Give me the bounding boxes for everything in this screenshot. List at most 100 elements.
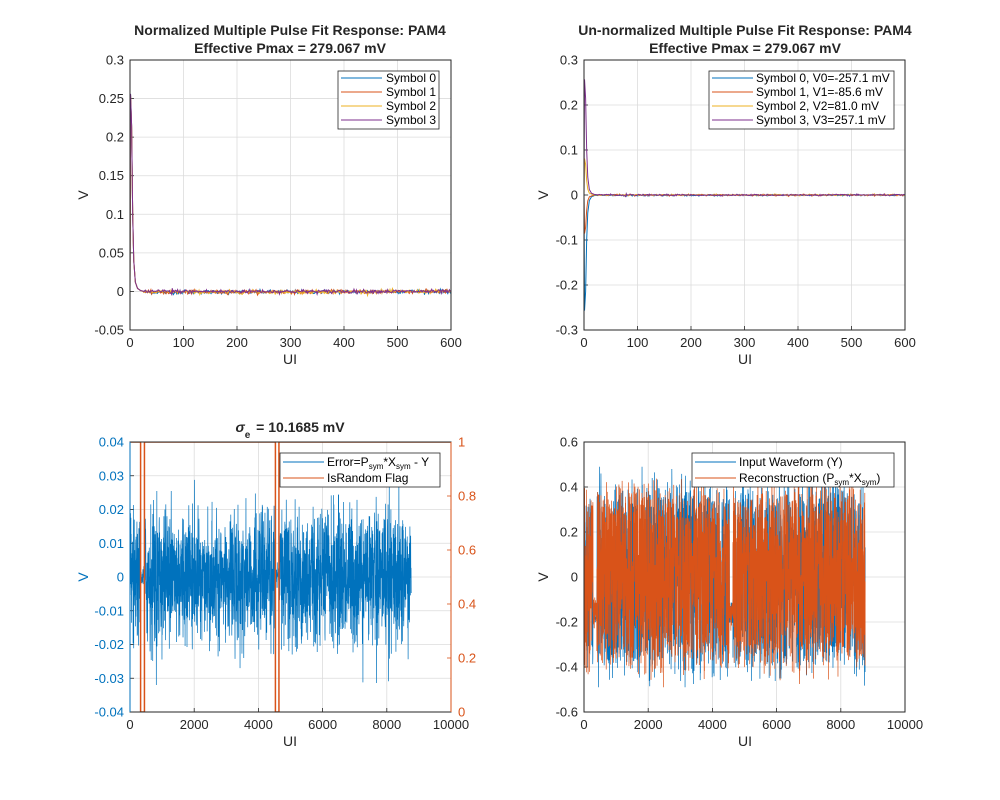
series-clip: [584, 466, 866, 688]
x-tick-label: 2000: [634, 717, 663, 732]
chart-unnormalized-pulse: 0 100 200 300 400 500 600 -0.3 -0.2 -0.1 0 0.1 0.2 0…: [535, 22, 916, 367]
title-value: = 10.1685 mV: [252, 419, 345, 435]
series-line-israndom-flag: [130, 442, 451, 712]
y2-tick-label: 0.4: [458, 597, 476, 612]
y-tick-label: 0.04: [99, 435, 124, 450]
y-tick-label: 0.3: [106, 53, 124, 68]
legend: Input Waveform (Y) Reconstruction (Psym*…: [691, 452, 895, 488]
y-tick-label: 0.1: [560, 143, 578, 158]
y-tick-label: 0: [571, 570, 578, 585]
axes-box: [129, 59, 452, 331]
y2-tick-label: 1: [458, 435, 465, 450]
x-axis-label: UI: [283, 733, 297, 749]
x-tick-label: 300: [280, 335, 302, 350]
legend-label-symbol-1: Symbol 1, V1=-85.6 mV: [756, 85, 883, 99]
y-tick-label: 0.03: [99, 468, 124, 483]
y-tick-label: -0.6: [556, 705, 578, 720]
y-tick-label: -0.02: [94, 637, 124, 652]
legend-label-symbol-3: Symbol 3, V3=257.1 mV: [756, 113, 886, 127]
y-tick-labels: -0.04 -0.03 -0.02 -0.01 0 0.01 0.02 0.03 0.04: [94, 435, 124, 720]
legend: Symbol 0 Symbol 1 Symbol 2 Symbol 3: [337, 70, 440, 130]
x-tick-label: 200: [226, 335, 248, 350]
legend-label-symbol-0: Symbol 0, V0=-257.1 mV: [756, 71, 890, 85]
title-subscript: e: [245, 430, 251, 441]
y-tick-label: 0.2: [106, 130, 124, 145]
y-tick-label: 0.1: [106, 207, 124, 222]
chart-normalized-pulse: 0 100 200 300 400 500 600 -0.0500.050.10.150.2…: [75, 22, 462, 367]
series-line-reconstruction-psym-xsym: [584, 466, 866, 688]
x-axis-label: UI: [738, 733, 752, 749]
legend: Error=Psym*Xsym - Y IsRandom Flag: [279, 452, 441, 488]
y-tick-label: -0.01: [94, 603, 124, 618]
y-tick-label: 0: [571, 188, 578, 203]
legend-label-reconstruction: Reconstruction (Psym*Xsym): [739, 471, 880, 487]
x-tick-label: 4000: [244, 717, 273, 732]
x-axis-label: UI: [738, 351, 752, 367]
y-tick-labels: -0.3 -0.2 -0.1 0 0.1 0.2 0.3: [556, 53, 578, 338]
series-clip: [584, 79, 905, 311]
legend-label-input: Input Waveform (Y): [739, 455, 843, 469]
series-line-symbol-3: [130, 93, 451, 297]
y-tick-label: -0.05: [94, 323, 124, 338]
y2-tick-label: 0.2: [458, 651, 476, 666]
chart-title-line-1: Un-normalized Multiple Pulse Fit Respons…: [578, 22, 912, 38]
x-tick-label: 200: [680, 335, 702, 350]
x-tick-label: 0: [580, 335, 587, 350]
series-clip: [130, 442, 451, 712]
series-line-symbol-3-v3-257-1-mv: [584, 79, 905, 198]
x-tick-label: 8000: [372, 717, 401, 732]
x-tick-label: 10000: [433, 717, 469, 732]
axes-box: [583, 441, 906, 713]
y2-tick-label: 0: [458, 705, 465, 720]
y2-tick-label: 0.6: [458, 543, 476, 558]
y-tick-label: 0.4: [560, 480, 578, 495]
y-axis-label: V: [535, 190, 551, 200]
x-tick-labels: 0 100 200 300 400 500 600: [580, 335, 915, 350]
y-axis-label: V: [75, 190, 91, 200]
x-tick-label: 100: [173, 335, 195, 350]
x-tick-label: 500: [841, 335, 863, 350]
chart-title-line-1: Normalized Multiple Pulse Fit Response: …: [134, 22, 446, 38]
series-group: [130, 93, 451, 298]
chart-title-line-2: Effective Pmax = 279.067 mV: [649, 40, 842, 56]
y-tick-label: -0.2: [556, 615, 578, 630]
legend-box: [279, 452, 441, 488]
y-tick-label: 0.02: [99, 502, 124, 517]
legend-box: [708, 70, 895, 130]
y-tick-label: 0.15: [99, 168, 124, 183]
x-tick-labels: 0 2000 4000 6000 8000 10000: [580, 717, 923, 732]
y-tick-label: -0.4: [556, 660, 578, 675]
series-group: [584, 79, 905, 311]
legend: Symbol 0, V0=-257.1 mV Symbol 1, V1=-85.…: [708, 70, 895, 130]
y-tick-label: 0: [117, 284, 124, 299]
y-tick-label: -0.3: [556, 323, 578, 338]
x-tick-label: 600: [440, 335, 462, 350]
y-tick-label: 0.25: [99, 91, 124, 106]
x-tick-label: 6000: [308, 717, 337, 732]
chart-reconstruction: 0 2000 4000 6000 8000 10000 -0.6 -0.4 -0.2 0 0.2 0…: [535, 435, 923, 750]
legend-label-symbol-0: Symbol 0: [386, 71, 436, 85]
x-tick-label: 400: [333, 335, 355, 350]
x-tick-label: 6000: [762, 717, 791, 732]
y-tick-label: 0.2: [560, 98, 578, 113]
y-axis-label: V: [75, 572, 91, 582]
x-tick-label: 400: [787, 335, 809, 350]
y-tick-label: 0.01: [99, 536, 124, 551]
y-tick-labels: -0.6 -0.4 -0.2 0 0.2 0.4 0.6: [556, 435, 578, 720]
chart-error: 0 2000 4000 6000 8000 10000 -0.04-0.03-0.02-0…: [75, 419, 476, 749]
y-axis-label: V: [535, 572, 551, 582]
legend-box: [337, 70, 440, 130]
legend-label-symbol-2: Symbol 2, V2=81.0 mV: [756, 99, 879, 113]
y-tick-label: -0.1: [556, 233, 578, 248]
legend-box: [691, 452, 895, 488]
x-tick-label: 100: [627, 335, 649, 350]
axes-box: [583, 59, 906, 331]
x-tick-label: 300: [734, 335, 756, 350]
x-tick-label: 500: [387, 335, 409, 350]
x-tick-label: 0: [126, 717, 133, 732]
legend-label-symbol-3: Symbol 3: [386, 113, 436, 127]
x-tick-label: 0: [580, 717, 587, 732]
x-tick-label: 0: [126, 335, 133, 350]
series-clip: [130, 93, 451, 298]
y-tick-label: 0.3: [560, 53, 578, 68]
